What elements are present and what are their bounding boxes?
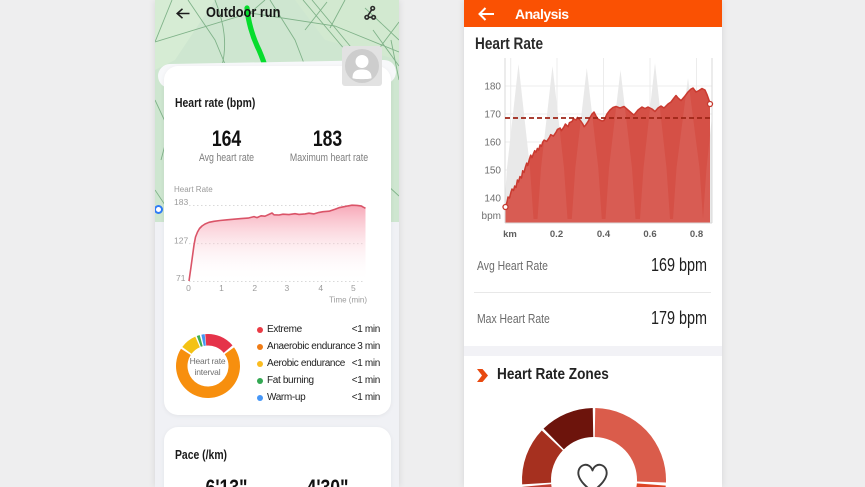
svg-text:180: 180 [484, 82, 501, 93]
svg-text:183: 183 [174, 197, 188, 207]
svg-text:1: 1 [219, 283, 224, 293]
svg-text:3: 3 [285, 283, 290, 293]
svg-text:0.6: 0.6 [643, 229, 656, 240]
svg-text:150: 150 [484, 166, 501, 177]
svg-text:2: 2 [252, 283, 257, 293]
svg-text:0.2: 0.2 [550, 229, 563, 240]
svg-text:71: 71 [176, 273, 186, 283]
svg-text:0.4: 0.4 [597, 229, 611, 240]
svg-text:4: 4 [318, 283, 323, 293]
svg-text:bpm: bpm [482, 211, 501, 222]
svg-text:0: 0 [186, 283, 191, 293]
svg-text:0.8: 0.8 [690, 229, 703, 240]
svg-text:Heart Rate: Heart Rate [174, 185, 213, 194]
svg-text:Time (min): Time (min) [329, 296, 367, 305]
svg-text:127: 127 [174, 235, 188, 245]
svg-text:km: km [503, 229, 517, 240]
svg-text:170: 170 [484, 110, 501, 121]
svg-text:5: 5 [351, 283, 356, 293]
svg-text:160: 160 [484, 138, 501, 149]
svg-text:140: 140 [484, 194, 501, 205]
